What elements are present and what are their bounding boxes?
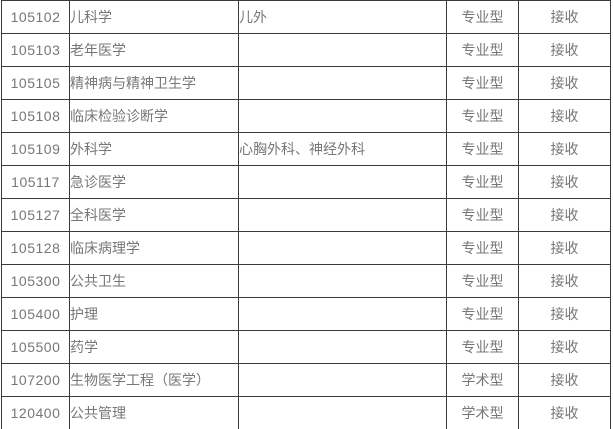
major-code-cell: 105102 xyxy=(1,0,70,34)
degree-type-cell: 专业型 xyxy=(446,0,519,34)
status-cell: 接收 xyxy=(518,33,611,67)
table-row: 105109 外科学 心胸外科、神经外科 专业型 接收 xyxy=(1,132,611,166)
major-code-cell: 105500 xyxy=(1,330,70,364)
major-name-cell: 护理 xyxy=(69,297,239,331)
major-name-cell: 全科医学 xyxy=(69,198,239,232)
major-name-cell: 外科学 xyxy=(69,132,239,166)
research-direction-cell xyxy=(238,198,447,232)
major-name-cell: 临床检验诊断学 xyxy=(69,99,239,133)
status-cell: 接收 xyxy=(518,132,611,166)
research-direction-cell xyxy=(238,99,447,133)
major-code-cell: 105128 xyxy=(1,231,70,265)
table-row: 105117 急诊医学 专业型 接收 xyxy=(1,165,611,199)
major-name-cell: 精神病与精神卫生学 xyxy=(69,66,239,100)
research-direction-cell xyxy=(238,33,447,67)
table-row: 105128 临床病理学 专业型 接收 xyxy=(1,231,611,265)
research-direction-cell xyxy=(238,165,447,199)
status-cell: 接收 xyxy=(518,0,611,34)
major-code-cell: 107200 xyxy=(1,363,70,397)
degree-type-cell: 学术型 xyxy=(446,396,519,429)
table-row: 105108 临床检验诊断学 专业型 接收 xyxy=(1,99,611,133)
table-row: 105102 儿科学 儿外 专业型 接收 xyxy=(1,0,611,34)
research-direction-cell xyxy=(238,231,447,265)
research-direction-cell xyxy=(238,396,447,429)
major-code-cell: 105108 xyxy=(1,99,70,133)
table-row: 105103 老年医学 专业型 接收 xyxy=(1,33,611,67)
degree-type-cell: 专业型 xyxy=(446,330,519,364)
status-cell: 接收 xyxy=(518,198,611,232)
status-cell: 接收 xyxy=(518,363,611,397)
status-cell: 接收 xyxy=(518,297,611,331)
status-cell: 接收 xyxy=(518,264,611,298)
major-name-cell: 生物医学工程（医学） xyxy=(69,363,239,397)
major-name-cell: 儿科学 xyxy=(69,0,239,34)
major-code-cell: 120400 xyxy=(1,396,70,429)
major-code-cell: 105400 xyxy=(1,297,70,331)
table-row: 105300 公共卫生 专业型 接收 xyxy=(1,264,611,298)
degree-type-cell: 专业型 xyxy=(446,33,519,67)
research-direction-cell xyxy=(238,363,447,397)
major-code-cell: 105109 xyxy=(1,132,70,166)
major-code-cell: 105105 xyxy=(1,66,70,100)
research-direction-cell xyxy=(238,297,447,331)
major-name-cell: 老年医学 xyxy=(69,33,239,67)
degree-type-cell: 专业型 xyxy=(446,165,519,199)
major-code-cell: 105117 xyxy=(1,165,70,199)
degree-type-cell: 专业型 xyxy=(446,66,519,100)
research-direction-cell xyxy=(238,330,447,364)
status-cell: 接收 xyxy=(518,66,611,100)
table-row: 120400 公共管理 学术型 接收 xyxy=(1,396,611,429)
degree-type-cell: 专业型 xyxy=(446,99,519,133)
major-code-cell: 105127 xyxy=(1,198,70,232)
research-direction-cell xyxy=(238,264,447,298)
research-direction-cell: 儿外 xyxy=(238,0,447,34)
degree-type-cell: 专业型 xyxy=(446,264,519,298)
table-row: 105500 药学 专业型 接收 xyxy=(1,330,611,364)
table-row: 107200 生物医学工程（医学） 学术型 接收 xyxy=(1,363,611,397)
status-cell: 接收 xyxy=(518,330,611,364)
degree-type-cell: 学术型 xyxy=(446,363,519,397)
research-direction-cell xyxy=(238,66,447,100)
status-cell: 接收 xyxy=(518,231,611,265)
table-row: 105105 精神病与精神卫生学 专业型 接收 xyxy=(1,66,611,100)
major-code-cell: 105103 xyxy=(1,33,70,67)
status-cell: 接收 xyxy=(518,165,611,199)
major-name-cell: 药学 xyxy=(69,330,239,364)
research-direction-cell: 心胸外科、神经外科 xyxy=(238,132,447,166)
degree-type-cell: 专业型 xyxy=(446,297,519,331)
major-code-cell: 105300 xyxy=(1,264,70,298)
degree-type-cell: 专业型 xyxy=(446,198,519,232)
major-name-cell: 临床病理学 xyxy=(69,231,239,265)
status-cell: 接收 xyxy=(518,396,611,429)
degree-type-cell: 专业型 xyxy=(446,231,519,265)
table-row: 105127 全科医学 专业型 接收 xyxy=(1,198,611,232)
table-row: 105400 护理 专业型 接收 xyxy=(1,297,611,331)
status-cell: 接收 xyxy=(518,99,611,133)
major-name-cell: 公共卫生 xyxy=(69,264,239,298)
degree-type-cell: 专业型 xyxy=(446,132,519,166)
major-name-cell: 急诊医学 xyxy=(69,165,239,199)
major-name-cell: 公共管理 xyxy=(69,396,239,429)
